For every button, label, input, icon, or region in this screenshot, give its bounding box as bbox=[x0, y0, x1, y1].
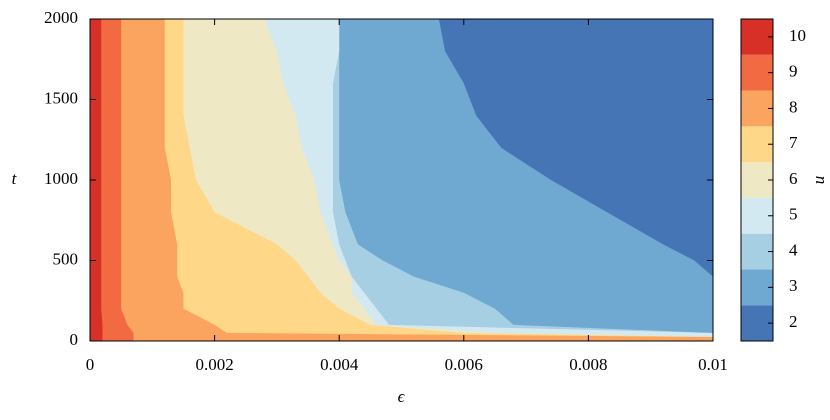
colorbar-label: n bbox=[812, 176, 830, 185]
colorbar-label: 4 bbox=[789, 240, 798, 259]
x-tick-label: 0.008 bbox=[569, 355, 607, 374]
x-tick-label: 0 bbox=[86, 355, 95, 374]
y-axis-label: t bbox=[12, 169, 18, 188]
colorbar-label: 2 bbox=[789, 312, 798, 331]
colorbar-cell bbox=[741, 197, 773, 234]
colorbar-label: 3 bbox=[789, 276, 798, 295]
x-tick-label: 0.002 bbox=[195, 355, 233, 374]
colorbar-label: 6 bbox=[789, 169, 798, 188]
colorbar-label: 8 bbox=[789, 97, 798, 116]
x-tick-label: 0.006 bbox=[445, 355, 483, 374]
colorbar-cell bbox=[741, 269, 773, 306]
colorbar-label: 5 bbox=[789, 205, 798, 224]
colorbar-cell bbox=[741, 54, 773, 91]
colorbar-cell bbox=[741, 233, 773, 270]
colorbar-cell bbox=[741, 305, 773, 341]
x-tick-label: 0.004 bbox=[320, 355, 359, 374]
colorbar-label: 10 bbox=[789, 26, 806, 45]
y-tick-label: 1000 bbox=[44, 169, 78, 188]
y-tick-label: 0 bbox=[70, 330, 79, 349]
x-axis-label: ϵ bbox=[398, 387, 406, 406]
colorbar-cell bbox=[741, 126, 773, 163]
colorbar-frame bbox=[740, 18, 774, 342]
contour-region bbox=[90, 19, 713, 341]
colorbar-label: 7 bbox=[789, 133, 798, 152]
colorbar-cell bbox=[741, 90, 773, 127]
colorbar-cell bbox=[741, 19, 773, 55]
colorbar-label: 9 bbox=[789, 62, 798, 81]
y-tick-label: 1500 bbox=[44, 88, 78, 107]
y-tick-label: 2000 bbox=[44, 8, 78, 27]
contour-region bbox=[90, 19, 713, 341]
colorbar-cell bbox=[741, 162, 773, 198]
y-tick-label: 500 bbox=[53, 249, 79, 268]
x-tick-label: 0.01 bbox=[698, 355, 728, 374]
